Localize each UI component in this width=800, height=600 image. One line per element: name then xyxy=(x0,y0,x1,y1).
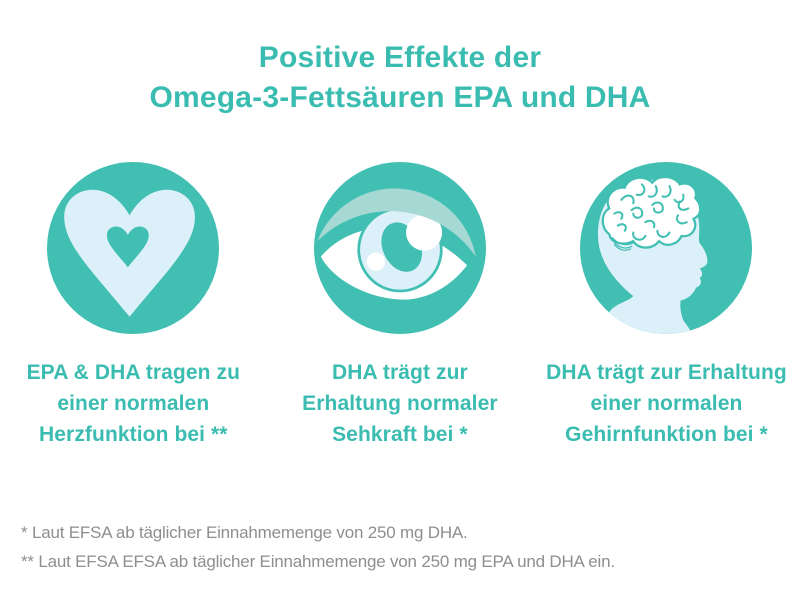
benefit-caption-heart: EPA & DHA tragen zu einer normalen Herzf… xyxy=(27,357,240,450)
caption-line: Gehirnfunktion bei * xyxy=(565,423,768,446)
eye-icon-svg xyxy=(313,162,486,334)
footnote-single-asterisk: * Laut EFSA ab täglicher Einnahmemenge v… xyxy=(21,523,468,542)
benefit-caption-eye: DHA trägt zur Erhaltung normaler Sehkraf… xyxy=(302,357,498,450)
eye-icon xyxy=(313,162,486,334)
footnote-double-asterisk: ** Laut EFSA EFSA ab täglicher Einnahmem… xyxy=(21,551,615,571)
caption-line: Herzfunktion bei ** xyxy=(39,423,228,446)
page-title-line2: Omega-3-Fettsäuren EPA und DHA xyxy=(149,81,651,114)
page-title: Positive Effekte der Omega-3-Fettsäuren … xyxy=(0,0,800,118)
brain-icon-svg xyxy=(580,162,753,334)
heart-icon xyxy=(47,162,220,334)
benefit-column-eye: DHA trägt zur Erhaltung normaler Sehkraf… xyxy=(267,162,534,450)
caption-line: EPA & DHA tragen zu xyxy=(26,361,241,384)
heart-icon-svg xyxy=(47,162,220,334)
caption-line: Erhaltung normaler xyxy=(302,392,498,415)
caption-line: einer normalen xyxy=(57,392,210,415)
caption-line: DHA trägt zur xyxy=(331,361,468,384)
page-title-line1: Positive Effekte der xyxy=(258,41,542,74)
footnotes: * Laut EFSA ab täglicher Einnahmemenge v… xyxy=(21,519,615,576)
benefit-caption-brain: DHA trägt zur Erhaltung einer normalen G… xyxy=(546,357,787,450)
caption-line: einer normalen xyxy=(590,392,743,415)
caption-line: DHA trägt zur Erhaltung xyxy=(546,361,787,384)
benefit-column-brain: DHA trägt zur Erhaltung einer normalen G… xyxy=(533,162,800,450)
caption-line: Sehkraft bei * xyxy=(332,423,468,446)
benefit-icon-row: EPA & DHA tragen zu einer normalen Herzf… xyxy=(0,162,800,450)
benefit-column-heart: EPA & DHA tragen zu einer normalen Herzf… xyxy=(0,162,267,450)
brain-icon xyxy=(580,162,753,334)
